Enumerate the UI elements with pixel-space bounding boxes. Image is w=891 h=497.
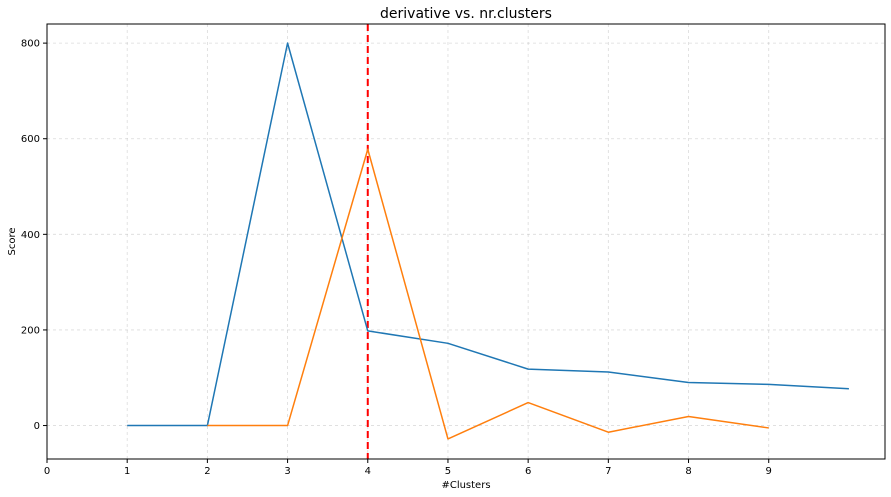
y-tick-label: 400 xyxy=(21,230,40,241)
x-tick-label: 8 xyxy=(685,466,691,477)
y-tick-label: 600 xyxy=(21,134,40,145)
chart-title: derivative vs. nr.clusters xyxy=(380,6,552,22)
series-line-2 xyxy=(207,148,769,440)
grid-layer xyxy=(46,24,885,459)
plot-frame xyxy=(46,23,886,460)
x-tick-label: 7 xyxy=(605,466,611,477)
x-tick-label: 2 xyxy=(204,466,210,477)
axis-layer: 0 1 2 3 4 5 6 7 8 9 0 200 400 600 800 xyxy=(21,39,772,477)
x-tick-label: 3 xyxy=(284,466,290,477)
y-tick-label: 800 xyxy=(21,39,40,50)
y-axis-label: Score xyxy=(7,227,18,255)
x-tick-label: 1 xyxy=(124,466,130,477)
x-tick-label: 9 xyxy=(766,466,772,477)
x-axis-label: #Clusters xyxy=(441,480,490,491)
series-line-1 xyxy=(127,42,849,427)
series-layer xyxy=(127,42,849,440)
x-tick-label: 5 xyxy=(445,466,451,477)
y-tick-label: 200 xyxy=(21,325,40,336)
x-tick-label: 4 xyxy=(365,466,371,477)
y-tick-label: 0 xyxy=(34,421,40,432)
x-tick-label: 0 xyxy=(44,466,50,477)
x-tick-label: 6 xyxy=(525,466,531,477)
